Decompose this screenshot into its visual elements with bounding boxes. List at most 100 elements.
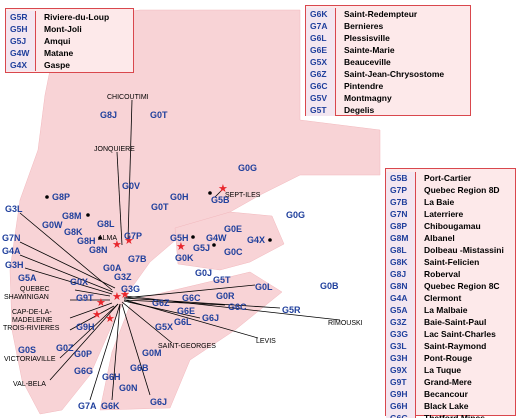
map-code: G8H <box>77 236 96 246</box>
legend-row: G8L Dolbeau -Mistassini <box>386 244 515 256</box>
legend-code: G5X <box>306 56 336 68</box>
map-code: G6L <box>174 317 192 327</box>
legend-name: Matane <box>44 48 74 58</box>
legend-name: Saint-Raymond <box>424 341 487 351</box>
legend-name: Amqui <box>44 36 71 46</box>
stars: ★ ★ ★ ★ ★ ★ ★ ★ ★ <box>92 183 228 325</box>
star: ★ <box>218 183 228 195</box>
map-code: G0R <box>216 291 235 301</box>
legend-name: Laterriere <box>424 209 464 219</box>
legend-name: Beauceville <box>344 57 391 67</box>
map-code: G6Z <box>152 298 170 308</box>
legend-name: Riviere-du-Loup <box>44 12 110 22</box>
legend-row: G4A Clermont <box>386 292 515 304</box>
legend-row: G9H Becancour <box>386 388 515 400</box>
leader <box>89 303 121 401</box>
legend-name: Black Lake <box>424 401 469 411</box>
map-code: G0X <box>70 277 88 287</box>
legend-right: G5B Port-Cartier G7P Quebec Region 8D G7B La … <box>385 168 516 418</box>
leader <box>116 151 123 246</box>
map-code: G9H <box>76 322 95 332</box>
legend-name: Pont-Rouge <box>424 353 473 363</box>
map-code: G0K <box>175 253 194 263</box>
legend-name: Bernieres <box>344 21 384 31</box>
map-code: G5T <box>213 275 231 285</box>
map-code: G6J <box>202 313 219 323</box>
legend-name: Dolbeau -Mistassini <box>424 245 504 255</box>
legend-row: G3L Saint-Raymond <box>386 340 515 352</box>
south-shore <box>99 271 283 411</box>
legend-code: G5B <box>386 172 416 184</box>
leader <box>69 302 113 319</box>
map-code: G0A <box>103 263 122 273</box>
city-label: JONQUIERE <box>94 146 135 153</box>
leader <box>69 305 115 331</box>
legend-row: G6H Black Lake <box>386 400 515 412</box>
legend-name: Quebec Region 8C <box>424 281 500 291</box>
legend-row: G5J Amqui <box>6 35 133 47</box>
map-code: G0W <box>42 220 63 230</box>
leader-lines <box>19 99 341 401</box>
map-code: G7B <box>128 254 147 264</box>
city-label: TROIS-RIVIERES <box>3 325 60 332</box>
legend-name: Albanel <box>424 233 455 243</box>
map-code: G0H <box>170 192 189 202</box>
legend-code: G4X <box>6 59 36 71</box>
legend-name: Saint-Jean-Chrysostome <box>344 69 445 79</box>
legend-code: G5A <box>386 304 416 316</box>
legend-code: G6H <box>386 400 416 412</box>
map-code: G5A <box>18 273 37 283</box>
legend-name: Degelis <box>344 105 375 115</box>
legend-code: G5J <box>6 35 36 47</box>
map-code: G5B <box>211 195 230 205</box>
map-code: G0J <box>195 268 212 278</box>
map-code: G6K <box>101 401 120 411</box>
legend-name: Grand-Mere <box>424 377 472 387</box>
map-code: G5J <box>193 243 210 253</box>
legend-name: Port-Cartier <box>424 173 472 183</box>
map-code: G0S <box>18 345 36 355</box>
legend-row: G5B Port-Cartier <box>386 172 515 184</box>
legend-row: G7P Quebec Region 8D <box>386 184 515 196</box>
city-label: QUEBEC <box>20 286 50 293</box>
mainland <box>9 9 381 415</box>
leader <box>19 212 113 291</box>
map-code: G4W <box>206 233 227 243</box>
legend-row: G6G Thetford Mines <box>386 412 515 418</box>
legend-row: G4W Matane <box>6 47 133 59</box>
legend-name: Mont-Joli <box>44 24 82 34</box>
legend-code: G6Z <box>306 68 336 80</box>
city-label: RIMOUSKI <box>328 320 363 327</box>
leader <box>19 254 114 293</box>
dot <box>268 238 272 242</box>
legend-code: G5H <box>6 23 36 35</box>
city-label: VICTORIAVILLE <box>4 356 56 363</box>
land <box>9 9 381 415</box>
city-label: VAL-BELA <box>13 381 46 388</box>
dot <box>86 213 90 217</box>
legend-code: G9X <box>386 364 416 376</box>
legend-row: G6L Plessisville <box>306 32 470 44</box>
legend-name: Lac Saint-Charles <box>424 329 496 339</box>
legend-row: G3Z Baie-Saint-Paul <box>386 316 515 328</box>
legend-row: G3H Pont-Rouge <box>386 352 515 364</box>
legend-code: G6G <box>386 412 416 418</box>
leader <box>123 284 256 299</box>
leader <box>127 99 133 241</box>
legend-code: G8P <box>386 220 416 232</box>
legend-row: G8M Albanel <box>386 232 515 244</box>
star: ★ <box>112 239 122 251</box>
legend-name: Saint-Redempteur <box>344 9 418 19</box>
legend-row: G6Z Saint-Jean-Chrysostome <box>306 68 470 80</box>
dot <box>191 235 195 239</box>
legend-code: G7A <box>306 20 336 32</box>
legend-row: G8J Roberval <box>386 268 515 280</box>
legend-row: G8P Chibougamau <box>386 220 515 232</box>
legend-code: G8K <box>386 256 416 268</box>
legend-name: Clermont <box>424 293 462 303</box>
dot <box>212 243 216 247</box>
legend-row: G8K Saint-Felicien <box>386 256 515 268</box>
legend-top-left: G5R Riviere-du-Loup G5H Mont-Joli G5J Amqui G4… <box>5 8 134 73</box>
map-code: G6G <box>74 366 93 376</box>
legend-code: G3L <box>386 340 416 352</box>
